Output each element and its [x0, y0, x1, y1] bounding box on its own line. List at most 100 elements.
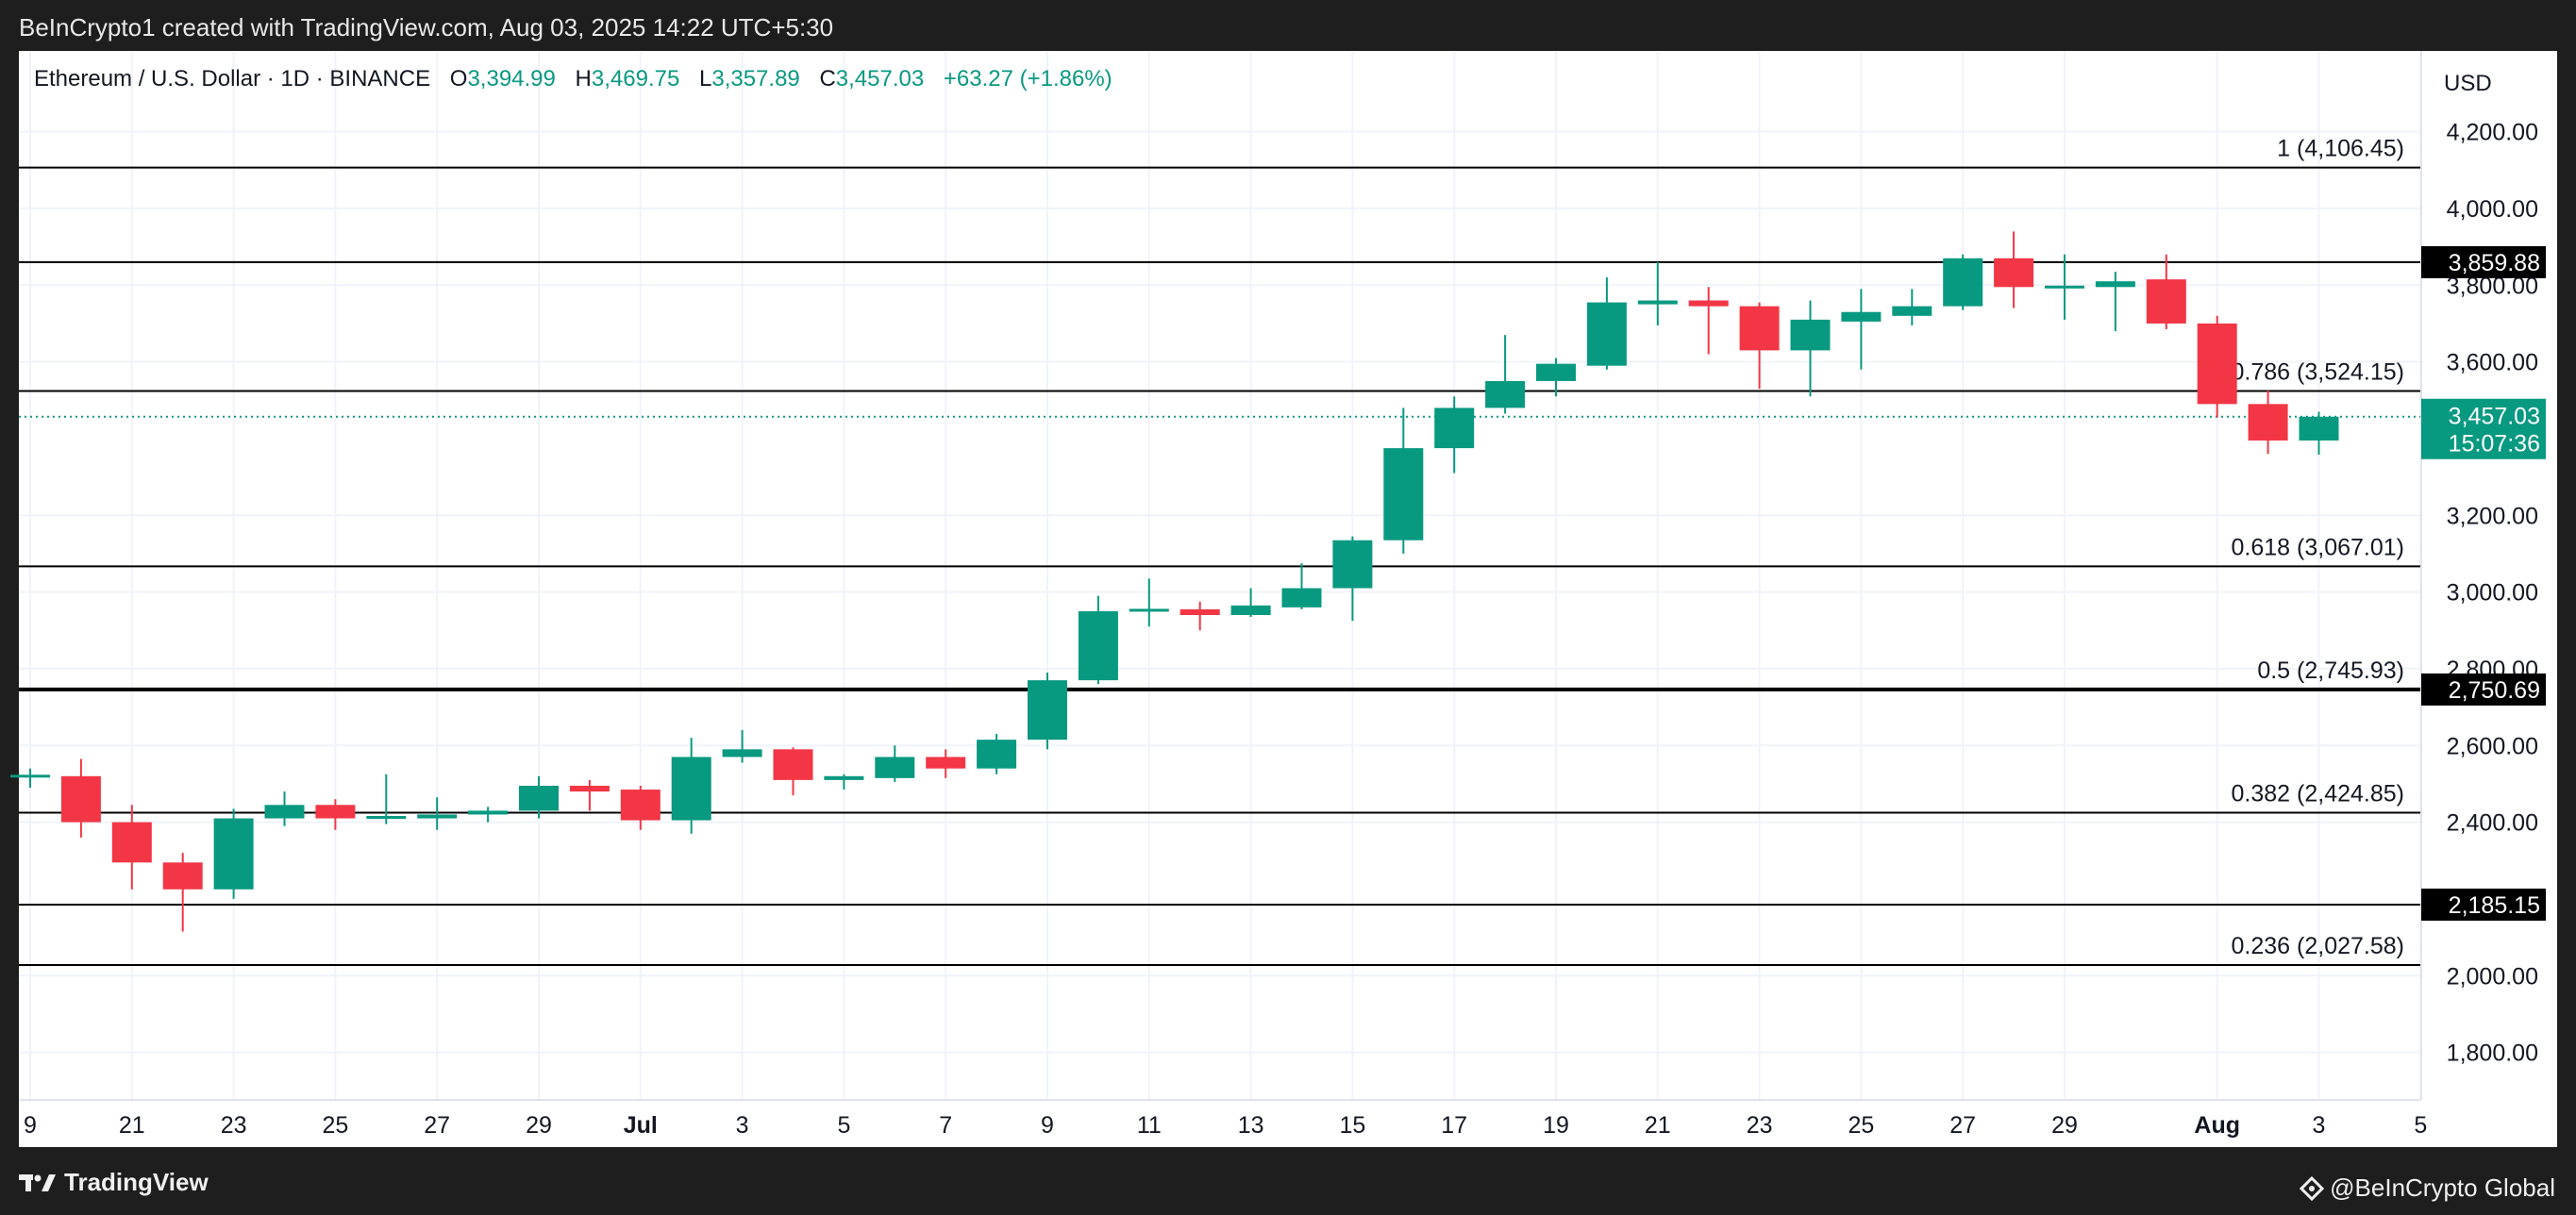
time-tick-label: 11: [1137, 1112, 1162, 1139]
beincrypto-icon: [2300, 1175, 2325, 1201]
horizontal-levels: 1 (4,106.45) 0.786 (3,524.15) 0.618 (3,067…: [19, 136, 2421, 967]
time-tick-label: 25: [322, 1112, 348, 1139]
time-tick-label: 9: [24, 1112, 37, 1139]
chart-credit: BeInCrypto1 created with TradingView.com…: [19, 13, 834, 42]
candle-body: [10, 774, 50, 778]
open-label: O: [449, 66, 468, 92]
time-tick-label: 21: [1645, 1112, 1671, 1139]
tradingview-text: TradingView: [64, 1168, 209, 1196]
candle-body: [824, 775, 864, 780]
candle-body: [1739, 306, 1780, 351]
candle-body: [722, 749, 762, 757]
candle-body: [1586, 302, 1627, 366]
candle-body: [1790, 319, 1831, 351]
candle-body: [417, 814, 458, 819]
candle-body: [1841, 311, 1882, 322]
time-tick-label: 27: [424, 1112, 450, 1139]
time-tick-label: 29: [2051, 1112, 2078, 1139]
change-value: +63.27 (+1.86%): [943, 66, 1112, 92]
candle-body: [111, 822, 152, 863]
close-value: 3,457.03: [835, 66, 925, 92]
tradingview-logo[interactable]: TradingView: [19, 1168, 209, 1197]
beincrypto-text: @BeInCrypto Global: [2330, 1173, 2555, 1202]
candle-body: [1383, 448, 1424, 541]
candle-body: [1078, 610, 1118, 681]
price-tick-label: 2,600.00: [2447, 733, 2538, 759]
level-price-tag: [2421, 673, 2546, 706]
candle-body: [1892, 306, 1932, 316]
time-tick-label: 23: [221, 1112, 247, 1139]
low-value: 3,357.89: [711, 66, 800, 92]
level-label: 0.382 (2,424.85): [2232, 780, 2404, 807]
candle-body: [2299, 416, 2339, 441]
candle-body: [468, 810, 509, 815]
candle-body: [162, 862, 203, 890]
candle-body: [1281, 588, 1322, 608]
price-tick-label: 4,000.00: [2447, 196, 2538, 223]
candle-body: [1536, 363, 1576, 381]
bottom-bar: [0, 1147, 2576, 1215]
symbol-legend[interactable]: Ethereum / U.S. Dollar · 1D · BINANCE O3…: [34, 66, 1112, 92]
level-label: 0.786 (3,524.15): [2232, 358, 2404, 385]
beincrypto-watermark: @BeInCrypto Global: [2300, 1173, 2555, 1203]
candle-body: [1179, 608, 1220, 615]
time-tick-label: 29: [526, 1112, 552, 1139]
time-tick-label: 17: [1441, 1112, 1467, 1139]
time-tick-label: 5: [2414, 1112, 2427, 1139]
low-label: L: [698, 66, 712, 92]
high-value: 3,469.75: [591, 66, 680, 92]
candle-body: [1230, 605, 1271, 615]
candle-body: [519, 785, 559, 811]
candle-body: [1434, 408, 1475, 449]
candle-body: [315, 805, 356, 819]
price-tick-label: 1,800.00: [2447, 1040, 2538, 1067]
price-tick-label: 3,200.00: [2447, 503, 2538, 529]
current-price-text: 3,457.03: [2449, 404, 2540, 430]
time-tick-label: 19: [1543, 1112, 1569, 1139]
candle-body: [2095, 281, 2135, 288]
time-tick-label: 27: [1949, 1112, 1976, 1139]
time-tick-label: 15: [1339, 1112, 1365, 1139]
candle-body: [1332, 540, 1373, 589]
candle-body: [1994, 258, 2034, 288]
time-tick-label: 7: [939, 1112, 952, 1139]
candle-body: [1485, 380, 1526, 408]
price-tick-label: 2,400.00: [2447, 810, 2538, 837]
candle-body: [773, 749, 813, 780]
time-tick-label: 25: [1848, 1112, 1874, 1139]
tradingview-icon: [19, 1173, 56, 1191]
candle-body: [2197, 323, 2237, 405]
time-axis[interactable]: 9 21 23 25 27 29 Jul 3 5 7 9 11 13 15 17 19 21 23 25 27 29 Au…: [24, 1112, 2427, 1139]
price-tick-label: 3,600.00: [2447, 350, 2538, 376]
level-label: 0.618 (3,067.01): [2232, 534, 2404, 560]
candle-body: [264, 805, 305, 819]
candle-body: [977, 740, 1017, 769]
price-tick-label: 3,000.00: [2447, 580, 2538, 607]
time-tick-label: 3: [2313, 1112, 2326, 1139]
level-label: 0.236 (2,027.58): [2232, 933, 2404, 959]
level-price-tag: [2421, 888, 2546, 921]
time-tick-label: 23: [1747, 1112, 1773, 1139]
high-label: H: [575, 66, 592, 92]
symbol-title[interactable]: Ethereum / U.S. Dollar · 1D · BINANCE: [34, 66, 431, 92]
top-bar: BeInCrypto1 created with TradingView.com…: [0, 0, 2576, 51]
candle-body: [569, 785, 610, 792]
price-tick-label: 2,000.00: [2447, 963, 2538, 990]
candle-body: [1688, 300, 1729, 307]
level-price-tag: [2421, 245, 2546, 278]
candle-body: [1028, 680, 1067, 741]
currency-label[interactable]: USD: [2444, 71, 2492, 96]
time-tick-label: 9: [1041, 1112, 1054, 1139]
candle-body: [1637, 300, 1678, 305]
close-label: C: [819, 66, 836, 92]
candle-body: [1943, 258, 1983, 307]
open-value: 3,394.99: [467, 66, 556, 92]
price-tick-label: 4,200.00: [2447, 120, 2538, 146]
candle-body: [2045, 285, 2084, 289]
countdown-text: 15:07:36: [2449, 431, 2540, 458]
level-price-tag-text: 2,185.15: [2449, 892, 2540, 919]
candle-body: [2248, 404, 2288, 441]
level-label: 0.5 (2,745.93): [2257, 657, 2404, 684]
